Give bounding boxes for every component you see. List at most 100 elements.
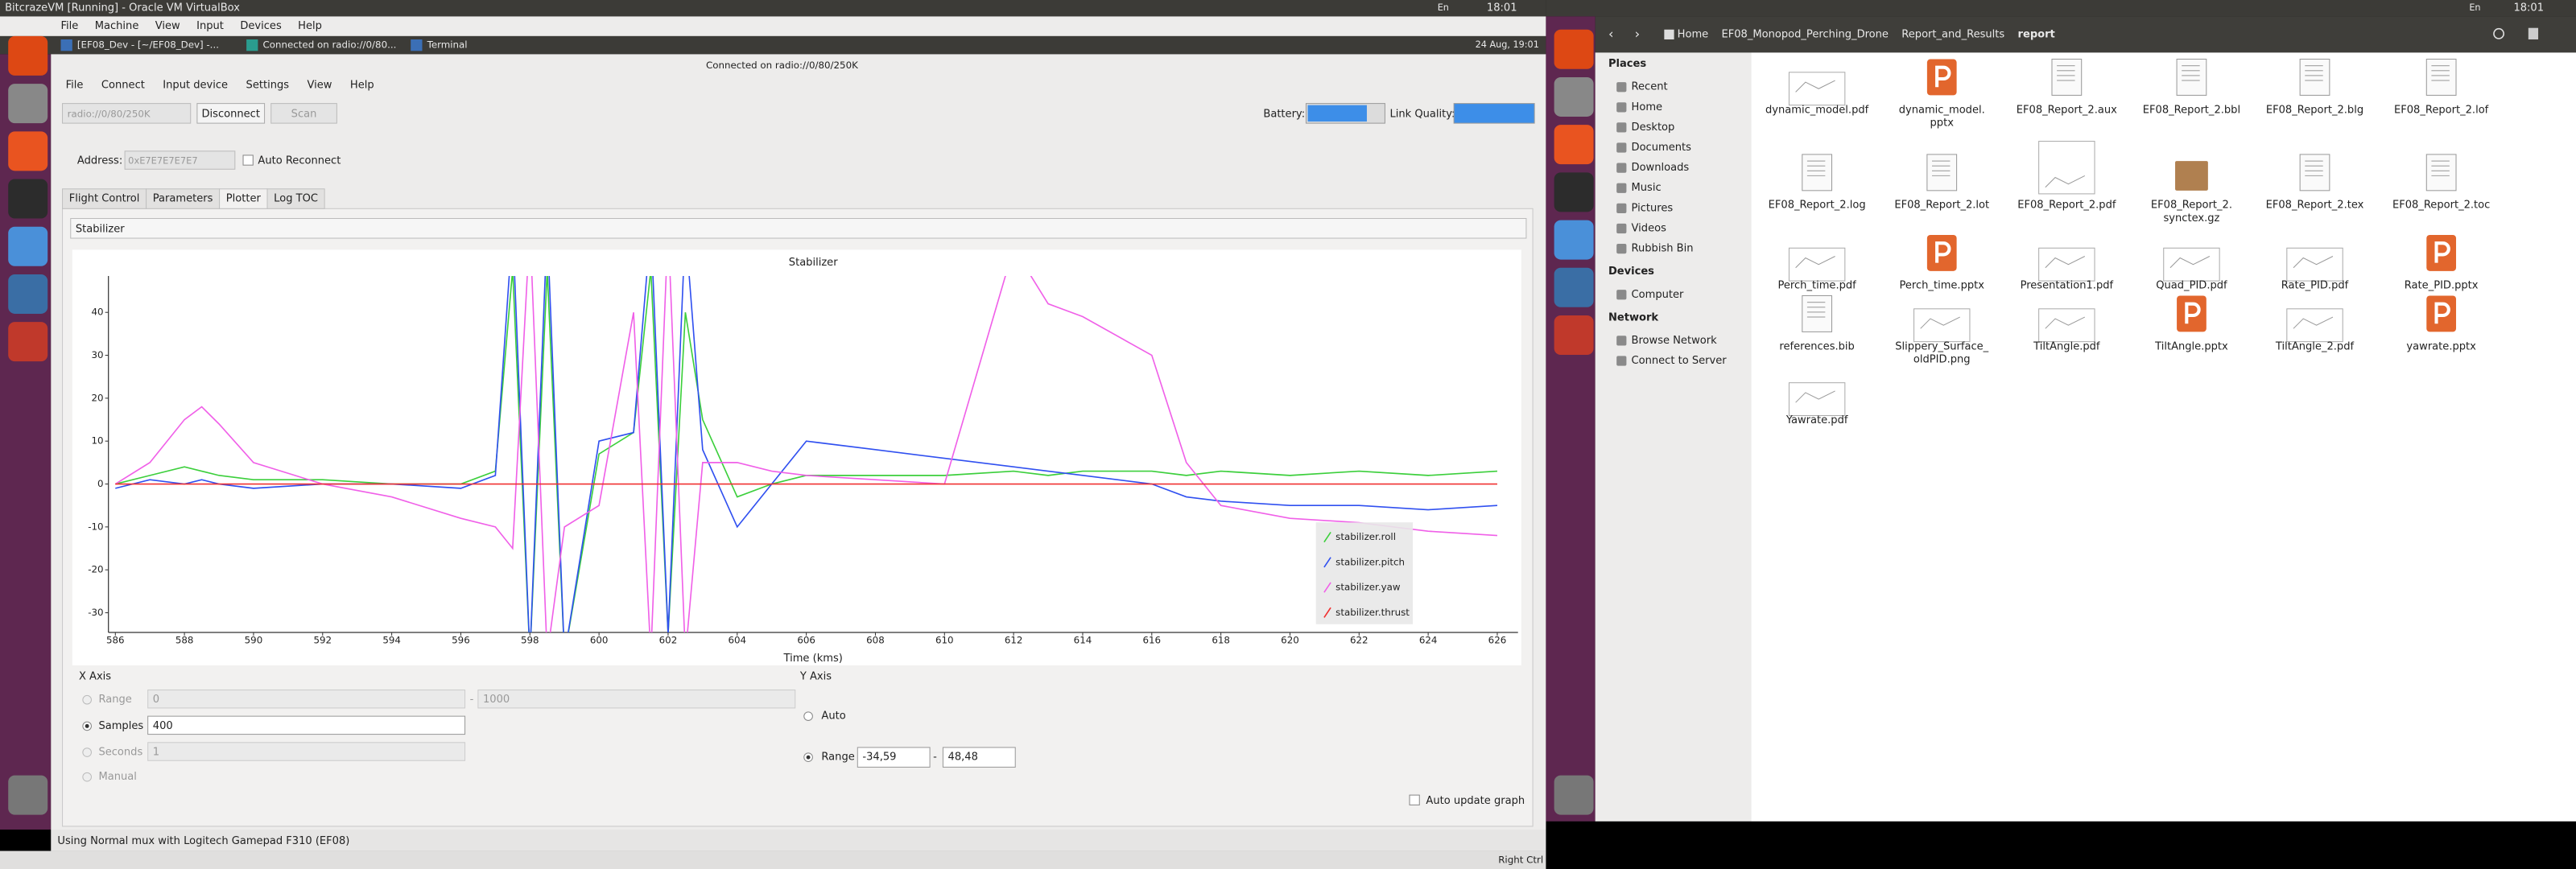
file-name[interactable]: oldPID.png [1913, 354, 1971, 366]
vm-menu-item[interactable]: Devices [240, 20, 282, 32]
sidebar-item[interactable]: Desktop [1632, 121, 1675, 134]
file-name[interactable]: synctex.gz [2164, 212, 2220, 224]
guest-tab-icon[interactable] [411, 39, 423, 51]
back-button[interactable]: ‹ [1608, 26, 1614, 41]
vm-menu-item[interactable]: Help [298, 20, 322, 32]
sidebar-item[interactable]: Downloads [1632, 162, 1690, 174]
sidebar-item[interactable]: Rubbish Bin [1632, 243, 1694, 255]
tab[interactable] [146, 188, 221, 209]
legend-label[interactable]: stabilizer.roll [1335, 531, 1396, 542]
file-name[interactable]: EF08_Report_2.lot [1894, 200, 1989, 212]
seconds-field[interactable] [147, 742, 466, 761]
launcher-icon[interactable] [1554, 220, 1594, 260]
file-name[interactable]: Perch_time.pptx [1900, 280, 1985, 292]
thumbnail-icon[interactable] [2038, 247, 2095, 282]
sidebar-item[interactable]: Recent [1632, 81, 1668, 93]
samples-field[interactable] [147, 715, 466, 735]
client-menu-item[interactable]: Connect [101, 80, 145, 92]
sidebar-item[interactable]: Computer [1632, 289, 1684, 301]
launcher-icon[interactable] [1554, 76, 1594, 117]
launcher-icon[interactable] [8, 179, 48, 219]
file-name[interactable]: dynamic_model.pdf [1765, 104, 1869, 116]
thumbnail-icon[interactable] [2038, 308, 2095, 343]
thumbnail-icon[interactable] [1788, 247, 1846, 282]
thumbnail-icon[interactable] [2286, 247, 2343, 282]
file-name[interactable]: EF08_Report_2.toc [2392, 200, 2490, 212]
disconnect-button[interactable] [196, 103, 266, 124]
address-field[interactable] [124, 150, 236, 170]
file-name[interactable]: Rate_PID.pdf [2281, 280, 2349, 292]
launcher-icon[interactable] [8, 84, 48, 124]
x-range-from-field[interactable] [147, 689, 466, 709]
client-menu-item[interactable]: File [66, 80, 84, 92]
file-name[interactable]: dynamic_model. [1899, 104, 1985, 116]
vm-menu-item[interactable]: File [61, 20, 79, 32]
file-name[interactable]: EF08_Report_2.bbl [2143, 104, 2240, 116]
file-name[interactable]: yawrate.pptx [2406, 340, 2476, 352]
seconds-radio[interactable] [82, 748, 92, 757]
scan-button[interactable] [270, 103, 337, 124]
sidebar-item[interactable]: Pictures [1632, 202, 1674, 214]
guest-tab[interactable]: Connected on radio://0/80... [263, 39, 397, 51]
range-radio[interactable] [82, 694, 92, 705]
file-name[interactable]: Yawrate.pdf [1785, 414, 1848, 426]
keyboard-indicator[interactable]: En [1438, 2, 1449, 13]
vm-menu-item[interactable]: Input [196, 20, 224, 32]
search-button[interactable] [2493, 27, 2505, 39]
legend-label[interactable]: stabilizer.yaw [1335, 582, 1401, 593]
document-icon[interactable] [2176, 58, 2207, 96]
breadcrumb[interactable]: report [2018, 28, 2055, 40]
menu-button[interactable] [2528, 27, 2539, 39]
file-name[interactable]: references.bib [1779, 340, 1854, 352]
fm-clock[interactable]: 18:01 [2513, 2, 2544, 14]
breadcrumb[interactable]: Report_and_Results [1901, 28, 2004, 40]
launcher-icon[interactable] [1554, 315, 1594, 355]
thumbnail-icon[interactable] [1788, 382, 1846, 417]
file-name[interactable]: pptx [1930, 117, 1955, 130]
file-name[interactable]: EF08_Report_2.lof [2394, 104, 2489, 116]
thumbnail-icon[interactable] [2286, 308, 2343, 343]
launcher-icon[interactable] [1554, 29, 1594, 69]
launcher-icon[interactable] [8, 35, 48, 76]
forward-button[interactable]: › [1635, 26, 1641, 41]
y-range-from-field[interactable] [857, 747, 931, 768]
thumbnail-icon[interactable] [1788, 72, 1846, 106]
file-name[interactable]: EF08_Report_2.log [1769, 200, 1866, 212]
document-icon[interactable] [1926, 154, 1958, 192]
guest-tab-icon[interactable] [246, 39, 258, 51]
file-name[interactable]: Perch_time.pdf [1778, 280, 1857, 292]
client-menu-item[interactable]: Input device [163, 80, 228, 92]
file-name[interactable]: Quad_PID.pdf [2156, 280, 2227, 292]
file-name[interactable]: Rate_PID.pptx [2405, 280, 2479, 292]
launcher-icon[interactable] [8, 274, 48, 314]
breadcrumb[interactable]: Home [1678, 28, 1709, 40]
file-name[interactable]: EF08_Report_2.blg [2266, 104, 2363, 116]
guest-tab[interactable]: Terminal [427, 39, 468, 51]
file-name[interactable]: TiltAngle_2.pdf [2275, 340, 2355, 352]
document-icon[interactable] [2425, 58, 2457, 96]
auto-reconnect-checkbox[interactable] [242, 154, 254, 166]
file-name[interactable]: EF08_Report_2.pdf [2017, 200, 2116, 212]
legend-label[interactable]: stabilizer.pitch [1335, 556, 1405, 567]
plot-config-combo[interactable] [70, 218, 1527, 239]
sidebar-item[interactable]: Music [1632, 182, 1662, 194]
document-icon[interactable] [2299, 58, 2330, 96]
thumbnail-icon[interactable] [1913, 308, 1971, 343]
vm-menu-item[interactable]: Machine [95, 20, 139, 32]
thumbnail-icon[interactable] [2163, 247, 2220, 282]
document-icon[interactable] [1802, 154, 1833, 192]
document-icon[interactable] [2425, 154, 2457, 192]
file-name[interactable]: EF08_Report_2. [2151, 200, 2232, 212]
file-name[interactable]: EF08_Report_2.aux [2017, 104, 2117, 116]
launcher-icon[interactable] [1554, 172, 1594, 212]
client-menu-item[interactable]: Help [350, 80, 374, 92]
launcher-icon[interactable] [8, 226, 48, 266]
guest-tab-icon[interactable] [60, 39, 72, 51]
legend-label[interactable]: stabilizer.thrust [1335, 607, 1410, 618]
breadcrumb[interactable]: EF08_Monopod_Perching_Drone [1722, 28, 1889, 40]
file-name[interactable]: Slippery_Surface_ [1895, 340, 1988, 352]
launcher-icon[interactable] [1554, 125, 1594, 165]
document-icon[interactable] [2051, 58, 2083, 96]
document-icon[interactable] [2299, 154, 2330, 192]
y-range-to-field[interactable] [942, 747, 1016, 768]
